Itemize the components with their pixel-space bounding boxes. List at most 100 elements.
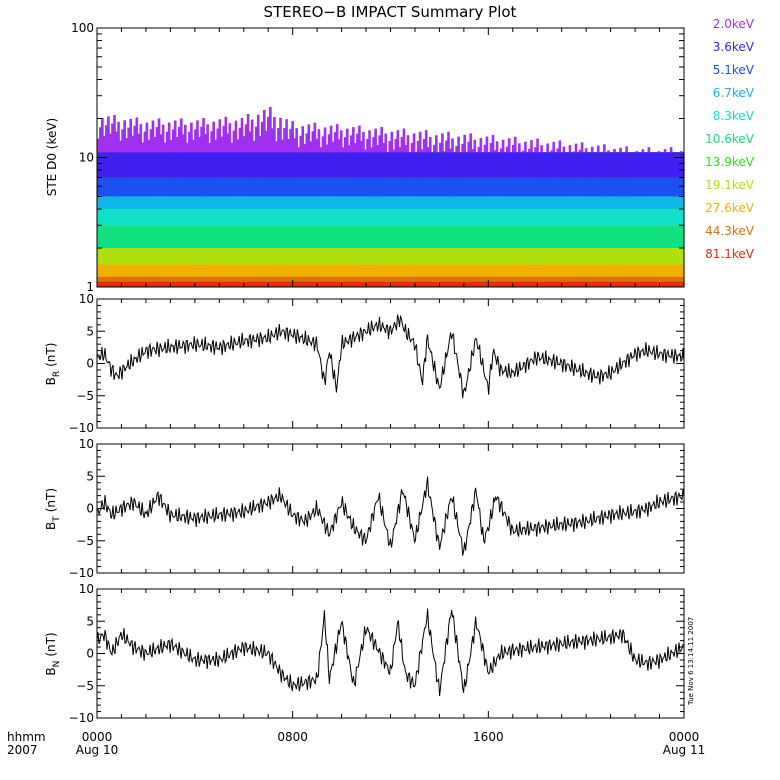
ste-bar	[254, 276, 258, 282]
ste-bar	[149, 177, 153, 197]
ste-bar	[265, 276, 268, 282]
ste-bar	[520, 276, 523, 282]
ste-bar	[422, 281, 426, 287]
ste-bar	[210, 276, 213, 282]
ste-bar	[234, 264, 238, 277]
ste-bar	[380, 281, 384, 287]
ste-bar	[564, 276, 568, 282]
ste-bar	[143, 196, 147, 210]
ste-bar	[238, 225, 242, 249]
ste-bar	[137, 152, 141, 178]
ste-bar	[681, 248, 685, 265]
ste-bar	[398, 196, 402, 210]
ste-bar	[576, 177, 580, 197]
ste-bar	[323, 248, 327, 265]
ste-bar	[139, 276, 143, 282]
ste-bar	[509, 177, 513, 197]
ste-bar	[352, 127, 355, 153]
ste-bar	[212, 209, 215, 226]
ste-bar	[256, 264, 260, 277]
ste-bar	[163, 276, 167, 282]
ste-bar	[333, 225, 337, 249]
ste-bar	[368, 264, 371, 277]
ste-bar	[607, 152, 610, 178]
ste-bar	[269, 264, 272, 277]
ste-bar	[501, 264, 505, 277]
ste-bar	[354, 248, 357, 265]
ste-bar	[186, 225, 189, 249]
ste-bar	[360, 276, 363, 282]
ste-bar	[420, 248, 424, 265]
ste-bar	[198, 248, 201, 265]
ste-bar	[165, 225, 169, 249]
ste-bar	[315, 138, 319, 153]
ste-bar	[182, 196, 185, 210]
ste-bar	[637, 177, 641, 197]
ste-bar	[204, 196, 207, 210]
ste-bar	[449, 196, 452, 210]
ste-bar	[220, 276, 224, 282]
ste-bar	[582, 264, 586, 277]
ste-bar	[107, 116, 110, 153]
ste-bar	[384, 225, 388, 249]
ste-bar	[228, 209, 232, 226]
ste-bar	[192, 152, 195, 178]
ste-bar	[119, 152, 122, 178]
ste-bar	[485, 225, 489, 249]
ste-bar	[675, 209, 679, 226]
ste-bar	[463, 264, 466, 277]
ste-bar	[165, 276, 169, 282]
ste-bar	[681, 281, 685, 287]
ste-bar	[212, 225, 215, 249]
ste-bar	[576, 276, 580, 282]
ste-bar	[372, 196, 375, 210]
ste-bar	[586, 152, 590, 178]
ste-bar	[653, 209, 657, 226]
ste-bar	[107, 209, 110, 226]
ste-bar	[441, 152, 444, 178]
ste-bar	[111, 209, 114, 226]
ste-bar	[578, 209, 582, 226]
ste-bar	[663, 209, 667, 226]
ste-bar	[129, 152, 133, 178]
ste-bar	[216, 264, 220, 277]
ste-bar	[347, 209, 351, 226]
ste-bar	[475, 152, 479, 178]
ste-bar	[522, 281, 525, 287]
ste-bar	[623, 177, 626, 197]
ste-bar	[366, 276, 369, 282]
ste-bar	[424, 276, 428, 282]
ste-bar	[374, 225, 377, 249]
ste-bar	[507, 225, 511, 249]
ste-bar	[230, 281, 234, 287]
y-tick-label: 10	[79, 437, 94, 451]
ste-bar	[277, 276, 280, 282]
plot-title: STEREO−B IMPACT Summary Plot	[264, 3, 517, 21]
ste-bar	[224, 276, 228, 282]
ste-bar	[279, 177, 282, 197]
ste-bar	[244, 152, 248, 178]
ste-bar	[313, 122, 317, 153]
ste-bar	[155, 248, 159, 265]
ste-bar	[321, 196, 325, 210]
ste-bar	[639, 248, 643, 265]
ste-bar	[526, 248, 529, 265]
ste-bar	[485, 248, 489, 265]
ste-bar	[179, 225, 183, 249]
ste-bar	[161, 209, 165, 226]
ste-bar	[390, 276, 394, 282]
ste-bar	[544, 177, 547, 197]
ste-bar	[546, 225, 549, 249]
ste-bar	[467, 264, 471, 277]
ste-bar	[325, 264, 329, 277]
ste-bar	[655, 248, 659, 265]
ste-bar	[390, 209, 394, 226]
ste-bar	[159, 196, 163, 210]
ste-bar	[453, 209, 456, 226]
ste-bar	[190, 196, 193, 210]
ste-bar	[435, 264, 438, 277]
ste-bar	[410, 264, 414, 277]
ste-bar	[481, 196, 485, 210]
ste-bar	[586, 264, 590, 277]
ste-bar	[220, 177, 224, 197]
